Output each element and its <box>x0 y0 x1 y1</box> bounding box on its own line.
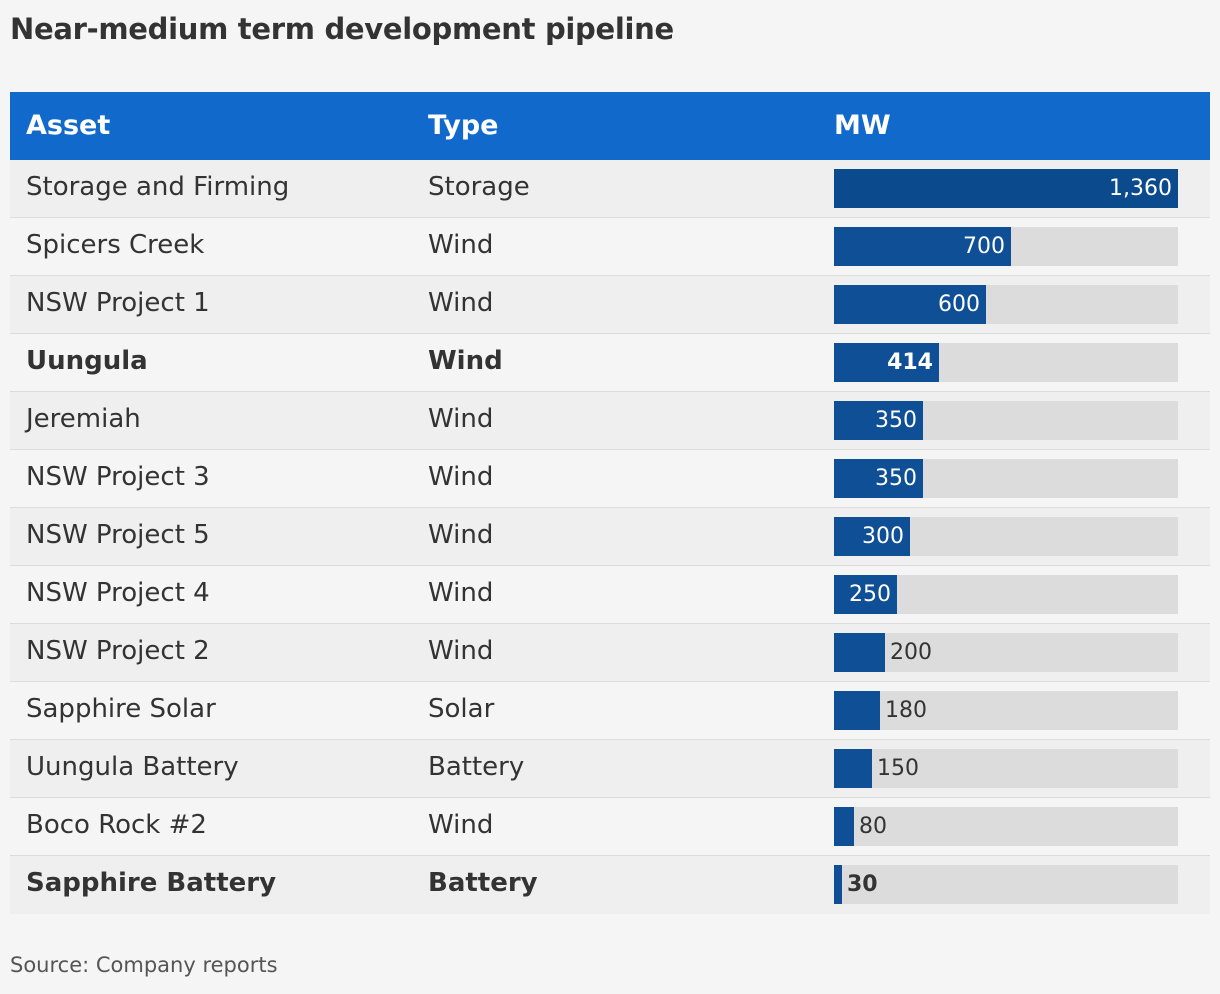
table-row: NSW Project 5 Wind 300 <box>10 508 1210 566</box>
bar-track: 300 <box>834 517 1178 556</box>
type-cell: Wind <box>428 578 494 608</box>
bar-track: 200 <box>834 633 1178 672</box>
asset-cell: Storage and Firming <box>26 172 290 202</box>
asset-cell: Jeremiah <box>26 404 141 434</box>
type-cell: Wind <box>428 636 494 666</box>
bar-mw <box>834 227 1011 266</box>
type-cell: Wind <box>428 404 494 434</box>
table-row: Jeremiah Wind 350 <box>10 392 1210 450</box>
table-body: Storage and Firming Storage 1,360 Spicers C… <box>10 160 1210 914</box>
table-row: Spicers Creek Wind 700 <box>10 218 1210 276</box>
bar-mw <box>834 749 872 788</box>
bar-value-label: 30 <box>847 872 878 897</box>
bar-track: 1,360 <box>834 169 1178 208</box>
bar-mw <box>834 633 885 672</box>
bar-track: 700 <box>834 227 1178 266</box>
bar-value-label: 150 <box>877 756 919 781</box>
table-row: Sapphire Solar Solar 180 <box>10 682 1210 740</box>
asset-cell: NSW Project 1 <box>26 288 210 318</box>
bar-value-label: 80 <box>859 814 887 839</box>
bar-value-label: 300 <box>862 524 904 549</box>
bar-mw <box>834 459 923 498</box>
bar-mw <box>834 285 986 324</box>
type-cell: Storage <box>428 172 530 202</box>
bar-track: 600 <box>834 285 1178 324</box>
bar-value-label: 250 <box>849 582 891 607</box>
type-cell: Battery <box>428 868 538 898</box>
chart-title: Near-medium term development pipeline <box>10 12 674 46</box>
bar-mw <box>834 169 1178 208</box>
bar-track: 150 <box>834 749 1178 788</box>
bar-value-label: 180 <box>885 698 927 723</box>
asset-cell: NSW Project 4 <box>26 578 210 608</box>
bar-track: 80 <box>834 807 1178 846</box>
table-row: Boco Rock #2 Wind 80 <box>10 798 1210 856</box>
asset-cell: Uungula <box>26 346 148 376</box>
bar-track: 350 <box>834 401 1178 440</box>
header-type: Type <box>428 110 499 141</box>
bar-track: 30 <box>834 865 1178 904</box>
bar-track: 250 <box>834 575 1178 614</box>
type-cell: Wind <box>428 810 494 840</box>
bar-value-label: 200 <box>890 640 932 665</box>
pipeline-table: Asset Type MW Storage and Firming Storage… <box>10 92 1210 914</box>
type-cell: Battery <box>428 752 525 782</box>
header-asset: Asset <box>26 110 111 141</box>
bar-value-label: 414 <box>887 350 933 375</box>
table-row: Uungula Battery Battery 150 <box>10 740 1210 798</box>
type-cell: Solar <box>428 694 495 724</box>
type-cell: Wind <box>428 520 494 550</box>
asset-cell: Boco Rock #2 <box>26 810 207 840</box>
bar-track: 180 <box>834 691 1178 730</box>
asset-cell: Spicers Creek <box>26 230 205 260</box>
bar-value-label: 350 <box>875 466 917 491</box>
bar-value-label: 600 <box>938 292 980 317</box>
bar-mw <box>834 691 880 730</box>
source-note: Source: Company reports <box>10 953 278 977</box>
bar-mw <box>834 575 897 614</box>
type-cell: Wind <box>428 288 494 318</box>
table-row: NSW Project 4 Wind 250 <box>10 566 1210 624</box>
asset-cell: NSW Project 3 <box>26 462 210 492</box>
table-header: Asset Type MW <box>10 92 1210 160</box>
table-row: NSW Project 2 Wind 200 <box>10 624 1210 682</box>
bar-mw <box>834 865 842 904</box>
type-cell: Wind <box>428 230 494 260</box>
bar-mw <box>834 401 923 440</box>
table-row: NSW Project 3 Wind 350 <box>10 450 1210 508</box>
bar-mw <box>834 343 939 382</box>
table-row: Sapphire Battery Battery 30 <box>10 856 1210 914</box>
table-row: NSW Project 1 Wind 600 <box>10 276 1210 334</box>
bar-mw <box>834 807 854 846</box>
asset-cell: Sapphire Solar <box>26 694 216 724</box>
asset-cell: NSW Project 2 <box>26 636 210 666</box>
bar-value-label: 1,360 <box>1109 176 1172 201</box>
asset-cell: NSW Project 5 <box>26 520 210 550</box>
bar-track: 414 <box>834 343 1178 382</box>
bar-mw <box>834 517 910 556</box>
table-row: Storage and Firming Storage 1,360 <box>10 160 1210 218</box>
asset-cell: Uungula Battery <box>26 752 239 782</box>
bar-value-label: 350 <box>875 408 917 433</box>
type-cell: Wind <box>428 462 494 492</box>
table-row: Uungula Wind 414 <box>10 334 1210 392</box>
header-mw: MW <box>834 110 891 141</box>
bar-track: 350 <box>834 459 1178 498</box>
type-cell: Wind <box>428 346 503 376</box>
bar-value-label: 700 <box>963 234 1005 259</box>
asset-cell: Sapphire Battery <box>26 868 277 898</box>
